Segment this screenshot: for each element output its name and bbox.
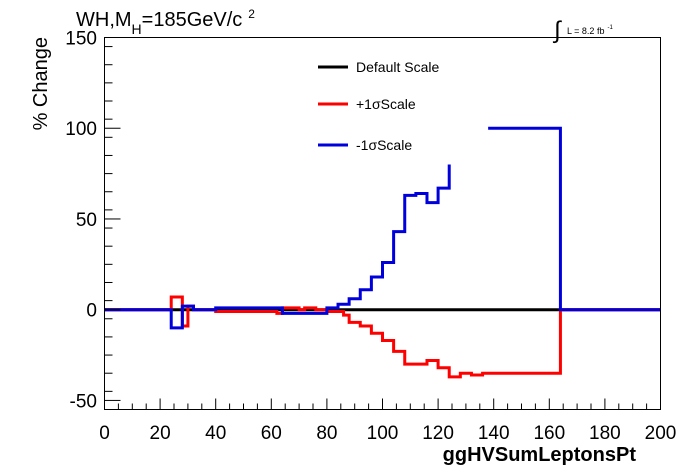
lumi-superscript: -1 — [607, 25, 613, 31]
legend: Default Scale +1σScale -1σScale — [318, 59, 439, 153]
legend-label: Default Scale — [356, 59, 439, 75]
x-tick-label: 160 — [533, 423, 565, 444]
title-superscript: 2 — [248, 7, 255, 21]
x-axis-label: ggHVSumLeptonsPt — [443, 444, 637, 466]
series-line-minus-1sigma — [488, 126, 661, 312]
series-line-minus-1sigma — [104, 164, 451, 330]
y-axis-label: % Change — [30, 37, 52, 130]
x-tick-label: 0 — [99, 423, 110, 444]
x-tick-label: 60 — [261, 423, 282, 444]
lumi-label: L = 8.2 fb -1 — [567, 25, 613, 36]
lumi-integral-sign: ∫ — [552, 17, 562, 44]
x-tick-label: 140 — [478, 423, 510, 444]
y-tick-label: 50 — [76, 210, 97, 231]
x-tick-label: 40 — [205, 423, 226, 444]
title-subscript: H — [132, 21, 142, 37]
title-rest: =185GeV/c — [142, 9, 243, 31]
series-layer — [104, 126, 661, 379]
y-tick-label: 100 — [65, 119, 97, 140]
lumi-text: L = 8.2 fb — [567, 26, 604, 36]
x-tick-label: 100 — [367, 423, 399, 444]
x-tick-label: 200 — [645, 423, 677, 444]
legend-label: +1σScale — [356, 96, 416, 112]
legend-label: -1σScale — [356, 137, 412, 153]
title-main: WH,M — [76, 9, 132, 31]
y-tick-label: 0 — [86, 301, 97, 322]
x-tick-label: 20 — [150, 423, 171, 444]
y-tick-label: -50 — [70, 391, 97, 412]
x-tick-label: 80 — [316, 423, 337, 444]
chart-title: WH,MH=185GeV/c 2 — [76, 7, 255, 37]
y-tick-label: 150 — [65, 29, 97, 50]
x-tick-label: 180 — [589, 423, 621, 444]
x-tick-label: 120 — [422, 423, 454, 444]
